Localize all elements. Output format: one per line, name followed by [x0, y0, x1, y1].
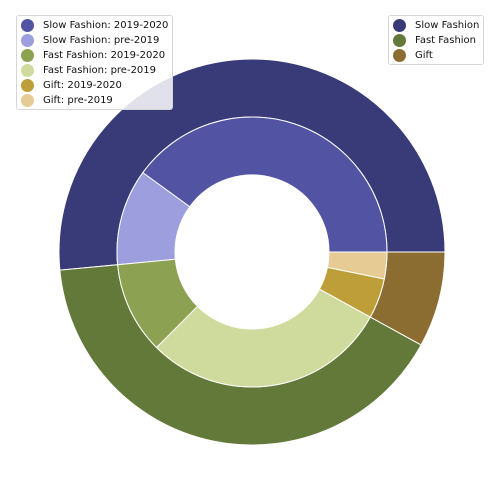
legend-swatch [393, 19, 406, 32]
legend-label: Gift: 2019-2020 [43, 80, 122, 91]
legend-swatch [393, 49, 406, 62]
outer-ring [58, 58, 446, 446]
legend-swatch [21, 19, 34, 32]
legend-swatch [21, 94, 34, 107]
legend-label: Slow Fashion [415, 20, 480, 31]
legend-item-fast-fashion-pre-2019: Fast Fashion: pre-2019 [21, 63, 168, 78]
inner-slice-gift-pre-2019 [326, 251, 388, 280]
legend-swatch [21, 64, 34, 77]
legend-swatch [21, 79, 34, 92]
inner-ring-legend: Slow Fashion: 2019-2020 Slow Fashion: pre… [16, 15, 174, 110]
legend-item-fast-fashion-2019-2020: Fast Fashion: 2019-2020 [21, 48, 168, 63]
outer-ring-legend: Slow Fashion Fast Fashion Gift [388, 15, 485, 65]
legend-swatch [21, 49, 34, 62]
legend-label: Slow Fashion: 2019-2020 [43, 20, 169, 31]
legend-swatch [21, 34, 34, 47]
legend-item-slow-fashion: Slow Fashion [393, 18, 479, 33]
legend-label: Fast Fashion [415, 35, 477, 46]
legend-swatch [393, 34, 406, 47]
legend-label: Fast Fashion: pre-2019 [43, 65, 157, 76]
inner-slice-slow-fashion-2019-2020 [142, 116, 388, 253]
inner-slice-fast-fashion-pre-2019 [155, 288, 371, 388]
legend-item-fast-fashion: Fast Fashion [393, 33, 479, 48]
inner-ring [116, 116, 388, 388]
legend-label: Gift: pre-2019 [43, 95, 113, 106]
legend-label: Slow Fashion: pre-2019 [43, 35, 160, 46]
legend-item-gift-2019-2020: Gift: 2019-2020 [21, 78, 168, 93]
legend-item-slow-fashion-2019-2020: Slow Fashion: 2019-2020 [21, 18, 168, 33]
legend-item-gift-pre-2019: Gift: pre-2019 [21, 93, 168, 108]
legend-item-gift: Gift [393, 48, 479, 63]
legend-item-slow-fashion-pre-2019: Slow Fashion: pre-2019 [21, 33, 168, 48]
legend-label: Fast Fashion: 2019-2020 [43, 50, 166, 61]
legend-label: Gift [415, 50, 433, 61]
